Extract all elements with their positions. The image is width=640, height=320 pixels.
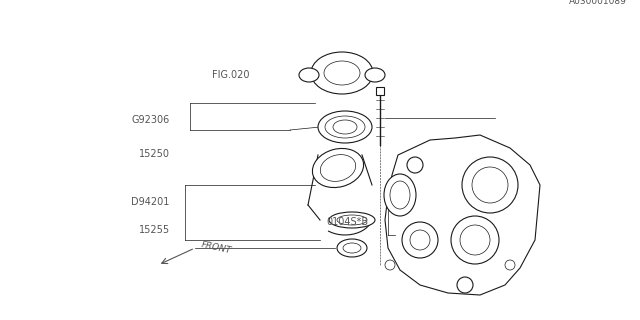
Text: D94201: D94201 [131,196,170,207]
Ellipse shape [318,111,372,143]
Text: G92306: G92306 [131,115,170,125]
Circle shape [407,157,423,173]
Circle shape [451,216,499,264]
Ellipse shape [312,148,364,188]
Ellipse shape [329,212,375,228]
Ellipse shape [299,68,319,82]
Text: FIG.020: FIG.020 [212,70,250,80]
Ellipse shape [311,52,373,94]
Text: FRONT: FRONT [200,240,232,256]
Text: 0104S*B: 0104S*B [326,217,369,228]
Polygon shape [385,135,540,295]
Text: 15250: 15250 [139,148,170,159]
Text: A030001089: A030001089 [570,0,627,6]
Circle shape [457,277,473,293]
Bar [376,87,384,95]
Ellipse shape [365,68,385,82]
Circle shape [462,157,518,213]
Text: 15255: 15255 [138,225,170,236]
Ellipse shape [337,239,367,257]
Circle shape [402,222,438,258]
Ellipse shape [384,174,416,216]
